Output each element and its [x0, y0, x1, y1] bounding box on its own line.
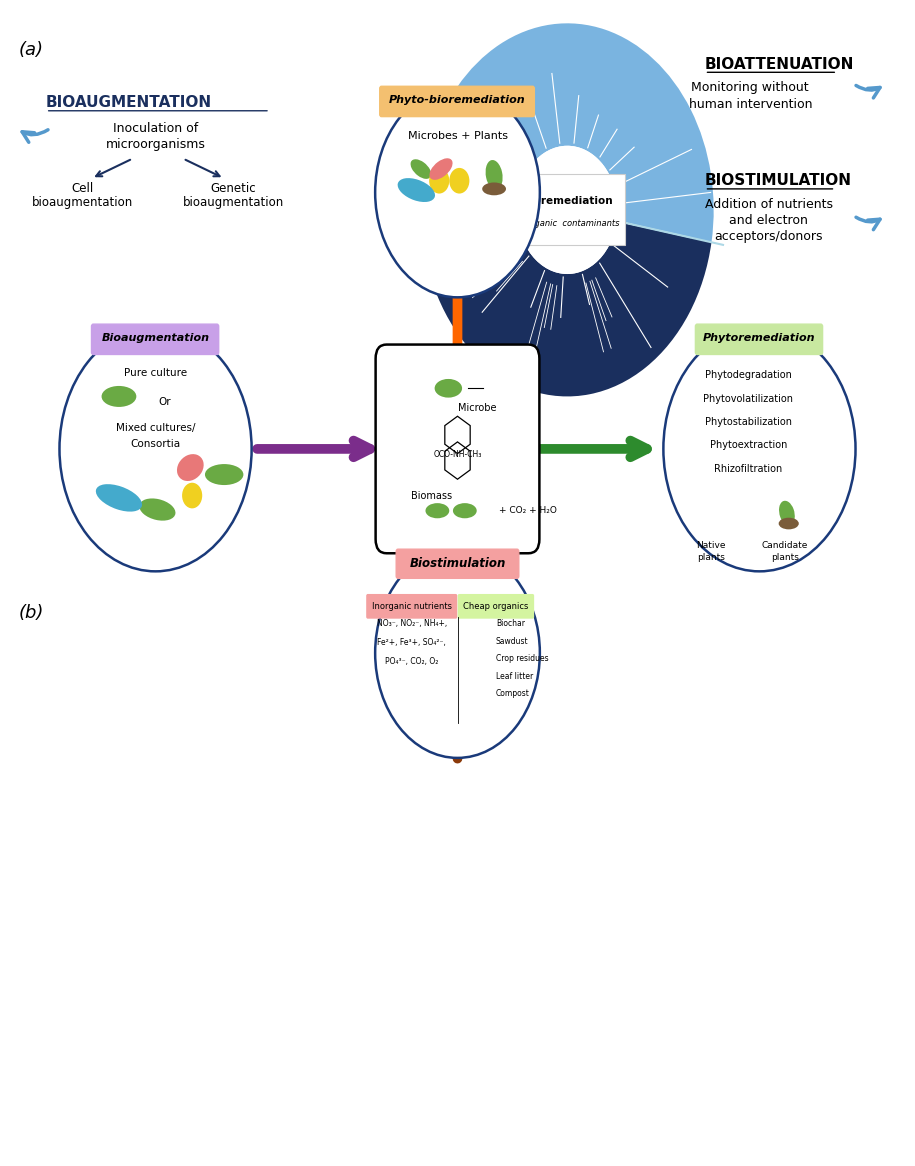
Ellipse shape — [453, 504, 477, 518]
Text: Microbe: Microbe — [458, 403, 497, 413]
Text: BIOATTENUATION: BIOATTENUATION — [705, 57, 854, 71]
Text: BIOSTIMULATION: BIOSTIMULATION — [705, 174, 852, 188]
Text: Phytovolatilization: Phytovolatilization — [704, 394, 793, 403]
Text: OCO-NH-CH₃: OCO-NH-CH₃ — [434, 450, 481, 459]
Ellipse shape — [425, 504, 449, 518]
Ellipse shape — [102, 386, 136, 407]
Text: of organic  contaminants: of organic contaminants — [515, 219, 619, 229]
FancyBboxPatch shape — [695, 324, 823, 354]
Text: Pure culture: Pure culture — [124, 368, 187, 378]
Text: Bioremediation: Bioremediation — [522, 196, 613, 205]
Circle shape — [375, 548, 540, 758]
Text: Mixed cultures/: Mixed cultures/ — [116, 423, 195, 433]
FancyBboxPatch shape — [367, 595, 457, 618]
Text: and electron: and electron — [729, 213, 808, 227]
Text: human intervention: human intervention — [689, 98, 812, 112]
Text: (b): (b) — [18, 604, 44, 621]
Ellipse shape — [429, 168, 449, 194]
Text: + CO₂ + H₂O: + CO₂ + H₂O — [499, 506, 556, 515]
Text: Consortia: Consortia — [131, 440, 180, 449]
Text: Phytostabilization: Phytostabilization — [705, 417, 792, 427]
Text: Phyto-bioremediation: Phyto-bioremediation — [389, 96, 526, 105]
Text: Biochar: Biochar — [496, 619, 525, 628]
Ellipse shape — [411, 160, 431, 178]
Text: microorganisms: microorganisms — [105, 138, 206, 152]
Ellipse shape — [398, 178, 435, 202]
Circle shape — [375, 87, 540, 297]
Ellipse shape — [486, 160, 502, 190]
Text: Native: Native — [696, 541, 726, 550]
FancyBboxPatch shape — [375, 345, 539, 554]
Text: (a): (a) — [18, 41, 43, 58]
Text: Sawdust: Sawdust — [496, 637, 529, 646]
Ellipse shape — [429, 159, 453, 180]
Ellipse shape — [449, 168, 469, 194]
Ellipse shape — [435, 379, 462, 398]
Text: Biostimulation: Biostimulation — [409, 556, 506, 570]
Ellipse shape — [779, 518, 799, 529]
Wedge shape — [421, 146, 712, 396]
FancyBboxPatch shape — [458, 595, 533, 618]
Text: Bioaugmentation: Bioaugmentation — [102, 333, 210, 343]
FancyBboxPatch shape — [380, 86, 534, 117]
Ellipse shape — [96, 484, 142, 512]
Ellipse shape — [482, 183, 506, 196]
Text: Leaf litter: Leaf litter — [496, 672, 533, 681]
Text: Biomass: Biomass — [412, 491, 452, 500]
Text: Genetic: Genetic — [210, 182, 256, 196]
Text: PO₄³⁻, CO₂, O₂: PO₄³⁻, CO₂, O₂ — [385, 656, 438, 666]
Text: plants: plants — [771, 553, 799, 562]
Text: plants: plants — [697, 553, 725, 562]
Text: Phytoextraction: Phytoextraction — [710, 441, 787, 450]
Wedge shape — [430, 23, 714, 243]
Text: Candidate: Candidate — [762, 541, 808, 550]
Text: Addition of nutrients: Addition of nutrients — [705, 197, 833, 211]
Ellipse shape — [182, 483, 202, 508]
Text: Monitoring without: Monitoring without — [692, 80, 809, 94]
Text: Inorganic nutrients: Inorganic nutrients — [371, 602, 452, 611]
Text: Compost: Compost — [496, 689, 530, 698]
Text: Rhizofiltration: Rhizofiltration — [715, 464, 782, 473]
Text: Cheap organics: Cheap organics — [463, 602, 529, 611]
FancyBboxPatch shape — [510, 174, 625, 246]
Text: Inoculation of: Inoculation of — [113, 121, 199, 135]
Text: Phytoremediation: Phytoremediation — [704, 333, 815, 343]
Circle shape — [663, 326, 856, 571]
Text: bioaugmentation: bioaugmentation — [183, 196, 284, 210]
Text: Microbes + Plants: Microbes + Plants — [407, 132, 508, 141]
Ellipse shape — [779, 500, 795, 526]
Circle shape — [517, 146, 618, 274]
Ellipse shape — [177, 454, 204, 482]
Ellipse shape — [205, 464, 243, 485]
Circle shape — [59, 326, 252, 571]
Ellipse shape — [139, 498, 176, 521]
Text: Crop residues: Crop residues — [496, 654, 549, 663]
Text: bioaugmentation: bioaugmentation — [32, 196, 133, 210]
Text: Cell: Cell — [71, 182, 93, 196]
Text: NO₃⁻, NO₂⁻, NH₄+,: NO₃⁻, NO₂⁻, NH₄+, — [377, 619, 447, 628]
Text: acceptors/donors: acceptors/donors — [715, 230, 823, 244]
Text: Or: Or — [158, 398, 171, 407]
FancyBboxPatch shape — [396, 549, 519, 578]
FancyBboxPatch shape — [92, 324, 219, 354]
Text: BIOAUGMENTATION: BIOAUGMENTATION — [46, 96, 212, 110]
Text: Fe²+, Fe³+, SO₄²⁻,: Fe²+, Fe³+, SO₄²⁻, — [377, 638, 447, 647]
Text: Phytodegradation: Phytodegradation — [705, 371, 791, 380]
